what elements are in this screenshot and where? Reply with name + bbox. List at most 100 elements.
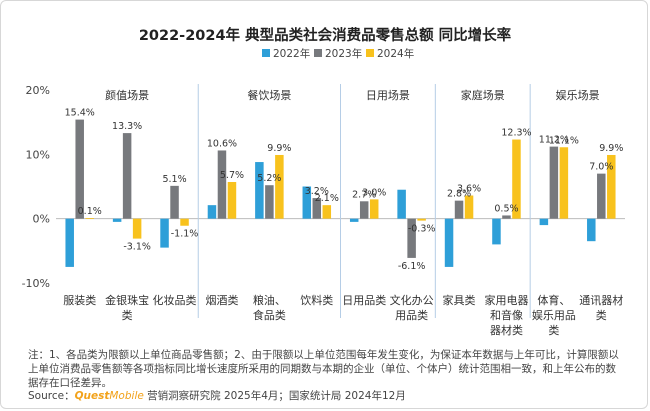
bar-2022年 [302,186,312,219]
source-line: Source：QuestMobile 营销洞察研究院 2025年4月；国家统计局… [28,388,628,403]
group-label: 家庭场景 [461,88,505,102]
data-label: 11.2% [539,135,569,146]
data-label: 5.7% [220,170,244,181]
data-label: 2.8% [447,189,471,200]
bar-2023年 [265,185,274,219]
category-label: 通讯器材 [579,293,623,307]
category-label: 体育、 [537,293,570,307]
legend-label-1: 2022年 [273,47,310,60]
footnote: 注：1、各品类为限额以上单位商品零售额；2、由于限额以上单位范围每年发生变化，为… [28,349,619,389]
group-label: 颜值场景 [105,88,149,102]
bar-2023年 [549,146,559,219]
category-label: 金银珠宝 [105,293,149,307]
y-tick-label: 20% [26,84,50,97]
bar-2024年 [464,195,474,219]
bar-2022年 [255,162,264,219]
category-label: 文化办公 [390,293,434,307]
bar-2024年 [227,181,237,219]
category-label: 类 [548,323,559,337]
bar-2024年 [132,218,142,239]
data-label: 9.9% [599,143,623,154]
data-label: 13.3% [112,121,142,132]
legend-label-2: 2023年 [325,47,362,60]
legend-swatch-1 [262,49,270,57]
bar-2023年 [170,185,179,219]
data-label: 9.9% [267,143,291,154]
bar-2022年 [65,218,74,267]
legend-label-3: 2024年 [377,47,414,60]
bar-2022年 [444,218,454,267]
bar-2023年 [217,150,227,219]
bar-2024年 [369,199,379,219]
bar-2022年 [539,218,549,226]
bar-2024年 [559,147,569,219]
category-label: 用品类 [395,308,428,322]
group-label: 日用场景 [366,88,410,102]
bar-2022年 [160,218,169,248]
bar-2023年 [122,133,132,219]
bar-2023年 [597,173,606,219]
bar-2023年 [312,198,322,219]
bar-2024年 [322,205,332,219]
chart-title: 2022-2024年 典型品类社会消费品零售总额 同比增长率 [138,28,512,44]
group-label: 餐饮场景 [247,88,291,102]
category-label: 家具类 [443,293,476,307]
category-label: 食品类 [253,308,286,322]
questmobile-logo-mobile: Mobile [109,390,144,402]
bar-2023年 [359,201,369,219]
data-label: 3.2% [305,186,329,197]
category-label: 器材类 [490,323,523,337]
bar-2024年 [180,218,189,226]
bar-2024年 [417,218,426,221]
y-tick-label: 0% [33,213,50,226]
category-label: 类 [122,308,133,322]
bar-2023年 [502,215,511,219]
data-label: 10.6% [207,138,237,149]
data-label: 12.3% [501,128,531,139]
bar-2023年 [75,119,84,219]
bar-2023年 [407,218,416,258]
data-label: 5.1% [162,174,186,185]
bar-2022年 [207,205,217,219]
bar-2022年 [112,218,122,222]
group-label: 娱乐场景 [556,88,600,102]
y-tick-label: 10% [26,148,50,161]
data-label: 7.0% [589,162,613,173]
legend-swatch-2 [314,49,322,57]
category-label: 娱乐用品 [532,308,576,322]
data-label: -3.1% [123,242,151,253]
category-label: 和音像 [490,308,523,322]
category-label: 家用电器 [484,293,528,307]
category-label: 类 [596,308,607,322]
data-label: -6.1% [398,261,426,272]
data-label: -1.1% [171,229,199,240]
data-label: 15.4% [65,108,95,119]
bar-2022年 [349,218,359,222]
data-label: 5.2% [257,173,281,184]
data-label: 3.0% [362,187,386,198]
category-label: 服装类 [63,293,96,307]
category-label: 粮油、 [253,293,286,307]
data-label: 0.5% [494,203,518,214]
category-label: 饮料类 [300,293,333,307]
data-label: 11.1% [549,135,579,146]
data-label: 2.1% [315,193,339,204]
data-label: 0.1% [78,206,102,217]
category-label: 化妆品类 [153,293,197,307]
bar-2024年 [512,139,521,219]
bar-2024年 [275,154,284,219]
source-suffix: 营销洞察研究院 2025年4月；国家统计局 2024年12月 [143,390,406,402]
bar-2024年 [85,218,94,219]
data-label: 3.6% [457,184,481,195]
bar-2024年 [607,154,616,219]
legend-swatch-3 [366,49,374,57]
category-label: 日用品类 [342,293,386,307]
source-prefix: Source： [28,390,75,402]
questmobile-logo-quest: Quest [74,390,110,402]
y-tick-label: -10% [22,277,50,290]
bar-2022年 [587,218,596,242]
bar-2022年 [397,189,406,219]
data-label: 2.7% [352,189,376,200]
